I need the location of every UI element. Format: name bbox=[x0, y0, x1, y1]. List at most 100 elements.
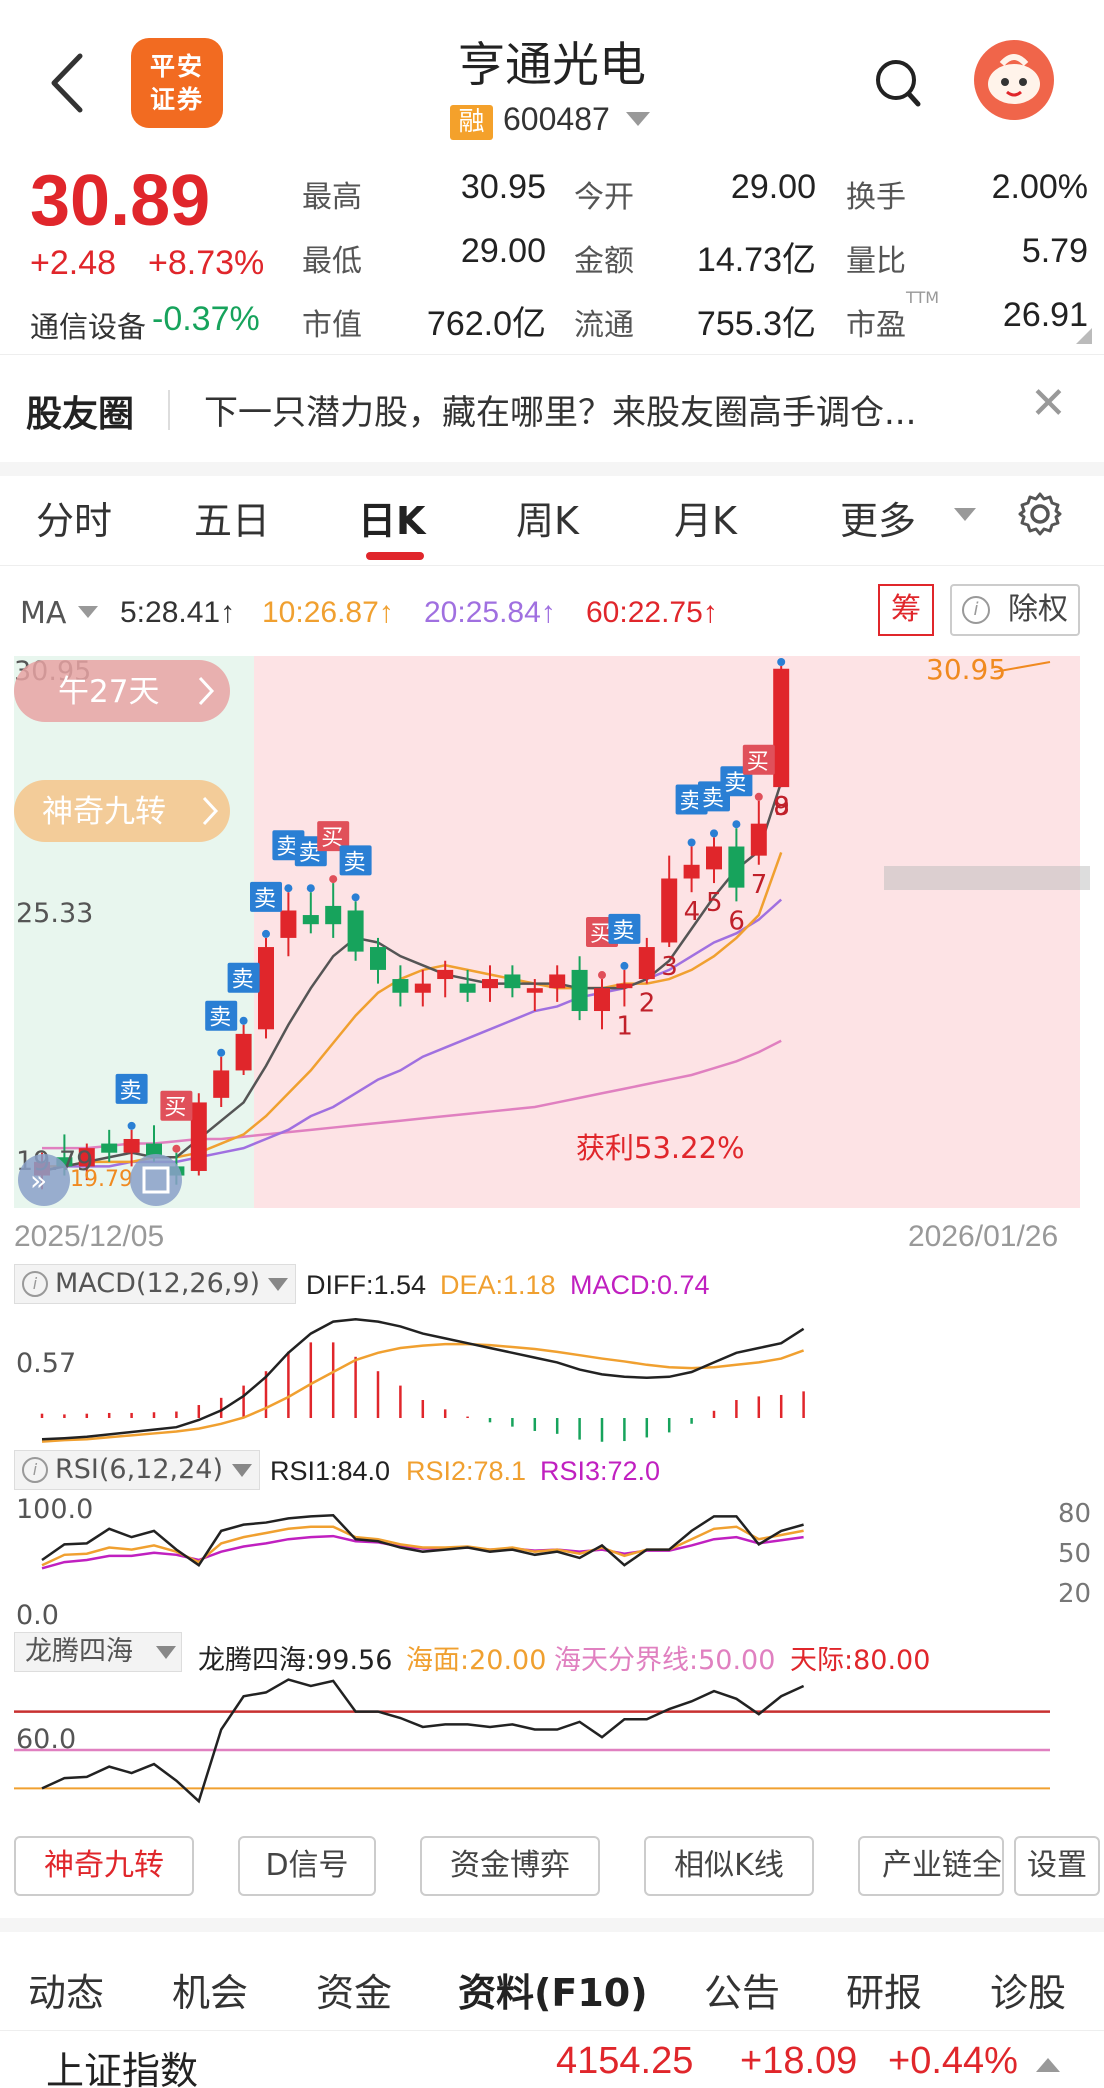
ma60-value: 60:22.75↑ bbox=[586, 596, 718, 629]
candle-body bbox=[459, 983, 476, 993]
news-divider bbox=[168, 390, 170, 430]
tab-news[interactable]: 动态 bbox=[28, 1971, 105, 2015]
candle-body bbox=[638, 947, 655, 980]
news-text[interactable]: 下一只潜力股，藏在哪里？来股友圈高手调仓... bbox=[204, 393, 917, 433]
logo-text-bottom: 证券 bbox=[149, 85, 204, 114]
days-pill[interactable]: 午27天 bbox=[14, 660, 230, 722]
tab-research[interactable]: 研报 bbox=[846, 1971, 923, 2015]
magic-nine-pill[interactable]: 神奇九转 bbox=[14, 780, 230, 842]
candle-body bbox=[123, 1138, 140, 1153]
caret-down-icon[interactable] bbox=[232, 1464, 252, 1477]
sell-signal bbox=[608, 913, 641, 944]
tab-diagnosis[interactable]: 诊股 bbox=[990, 1971, 1067, 2015]
stock-code[interactable]: 600487 bbox=[503, 101, 610, 137]
chevron-right-icon bbox=[202, 796, 219, 826]
news-title[interactable]: 股友圈 bbox=[26, 394, 135, 435]
candle-body bbox=[235, 1033, 252, 1071]
caret-down-icon[interactable] bbox=[268, 1278, 288, 1291]
rsi-axis-top: 100.0 bbox=[16, 1494, 93, 1525]
fullscreen-button[interactable] bbox=[130, 1154, 182, 1206]
candle-body bbox=[347, 910, 364, 952]
rsi-selector[interactable]: RSI(6,12,24) bbox=[14, 1450, 260, 1490]
y-axis-mid: 25.33 bbox=[16, 898, 93, 929]
tab-weekly-k[interactable]: 周K bbox=[516, 499, 579, 543]
candle-body bbox=[190, 1102, 207, 1171]
rsi1-line bbox=[41, 1514, 804, 1567]
fund-game-button[interactable]: 资金博弈 bbox=[420, 1836, 600, 1896]
search-button[interactable] bbox=[872, 56, 924, 112]
tab-intraday[interactable]: 分时 bbox=[36, 499, 113, 543]
fullscreen-button-bg bbox=[130, 1154, 182, 1206]
signal-label: 买 bbox=[321, 826, 343, 851]
candle-body bbox=[56, 1157, 73, 1167]
macd-selector[interactable]: MACD(12,26,9) bbox=[14, 1264, 296, 1304]
candle-body bbox=[504, 974, 521, 989]
signal-label: 买 bbox=[164, 1096, 186, 1121]
candle-body bbox=[258, 947, 274, 1030]
info-icon: i bbox=[22, 1271, 48, 1297]
tab-five-day[interactable]: 五日 bbox=[194, 499, 271, 543]
magic-nine-button[interactable]: 神奇九转 bbox=[14, 1836, 194, 1896]
margin-badge: 融 bbox=[450, 105, 493, 140]
caret-down-icon[interactable] bbox=[626, 112, 650, 126]
candle-body bbox=[302, 915, 319, 925]
tab-funds[interactable]: 资金 bbox=[316, 1971, 393, 2015]
settings-button[interactable] bbox=[1016, 490, 1064, 538]
scroll-left-button-bg bbox=[18, 1154, 70, 1206]
stat-label: 金额 bbox=[574, 244, 634, 279]
ma5-value: 5:28.41↑ bbox=[120, 596, 236, 629]
caret-up-icon[interactable] bbox=[1036, 2058, 1060, 2072]
expand-corner-icon[interactable] bbox=[1076, 328, 1092, 344]
macd-axis-label: 0.57 bbox=[16, 1348, 76, 1379]
tab-more[interactable]: 更多 bbox=[840, 499, 917, 543]
signal-label: 卖 bbox=[612, 919, 634, 944]
industry-chain-button[interactable]: 产业链全 bbox=[858, 1836, 1004, 1896]
ma10-value: 10:26.87↑ bbox=[262, 596, 394, 629]
ex-rights-button[interactable]: 除权 bbox=[950, 584, 1080, 636]
index-ticker-bar[interactable] bbox=[0, 2030, 1104, 2088]
scroll-left-button[interactable]: » bbox=[18, 1154, 70, 1206]
stat-label: 最高 bbox=[302, 180, 362, 215]
stat-label: 流通 bbox=[574, 308, 634, 343]
caret-down-icon[interactable] bbox=[954, 508, 976, 521]
sector-name[interactable]: 通信设备 bbox=[30, 310, 147, 344]
candlestick-chart[interactable]: 卖买卖卖卖卖卖买卖买卖卖卖卖买卖123456789 30.95 25.33 19… bbox=[14, 656, 1090, 1208]
candle-body bbox=[594, 988, 610, 1012]
signal-label: 卖 bbox=[120, 1079, 142, 1104]
candle-body bbox=[526, 988, 543, 993]
caret-down-icon[interactable] bbox=[156, 1646, 176, 1659]
caret-down-icon[interactable] bbox=[78, 606, 98, 618]
rsi-right-label: 20 bbox=[1058, 1579, 1090, 1609]
tab-daily-k[interactable]: 日K bbox=[358, 499, 426, 543]
close-icon[interactable]: ✕ bbox=[1030, 378, 1067, 429]
signal-dot bbox=[262, 929, 270, 938]
tab-opportunity[interactable]: 机会 bbox=[172, 1971, 249, 2015]
signal-dot bbox=[620, 961, 629, 970]
stat-value: 2.00% bbox=[991, 168, 1088, 206]
assistant-avatar[interactable] bbox=[974, 40, 1054, 120]
signal-dot bbox=[351, 893, 360, 902]
signal-label: 卖 bbox=[724, 771, 746, 796]
signal-label: 买 bbox=[747, 750, 769, 775]
tab-announcements[interactable]: 公告 bbox=[704, 1971, 781, 2015]
period-tabs bbox=[0, 476, 1104, 566]
broker-logo: 平安 证券 bbox=[131, 38, 223, 128]
tab-monthly-k[interactable]: 月K bbox=[674, 499, 737, 543]
stat-value: 30.95 bbox=[460, 168, 546, 206]
ltsh-selector[interactable]: 龙腾四海 bbox=[14, 1632, 182, 1672]
tab-f10[interactable]: 资料(F10) bbox=[458, 1971, 648, 2015]
indicator-settings-button[interactable]: 设置 bbox=[1014, 1836, 1100, 1896]
stat-label: 今开 bbox=[574, 180, 634, 215]
signal-label: 卖 bbox=[232, 968, 254, 993]
chevron-left-icon bbox=[51, 53, 83, 113]
rsi2-line bbox=[41, 1525, 804, 1567]
nine-turn-count: 9 bbox=[773, 792, 790, 822]
sector-change-pct[interactable]: -0.37% bbox=[152, 300, 260, 338]
back-button[interactable] bbox=[40, 48, 100, 118]
fullscreen-icon bbox=[142, 1166, 170, 1194]
chip-distribution-button[interactable]: 筹 bbox=[878, 584, 934, 636]
ma-selector[interactable]: MA bbox=[20, 596, 67, 631]
similar-k-button[interactable]: 相似K线 bbox=[644, 1836, 814, 1896]
d-signal-button[interactable]: D信号 bbox=[238, 1836, 376, 1896]
logo-text-top: 平安 bbox=[149, 52, 204, 81]
